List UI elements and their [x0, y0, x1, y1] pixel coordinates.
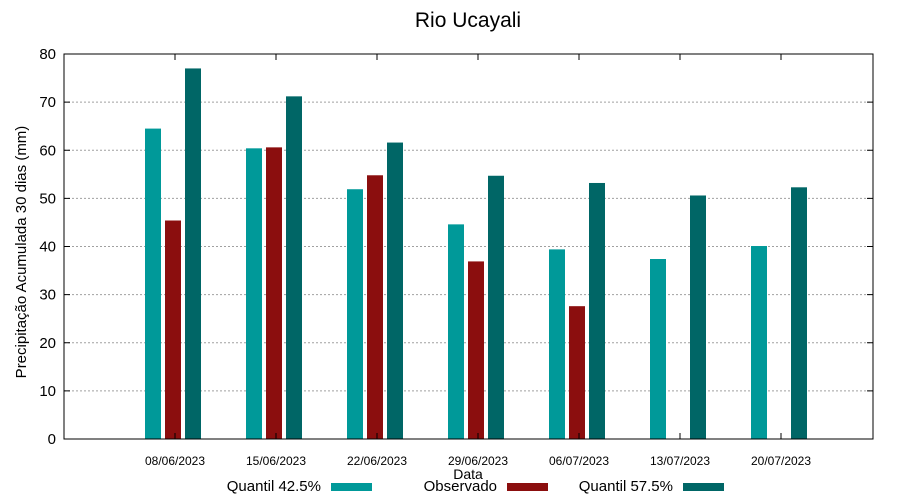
x-tick-label: 29/06/2023 — [448, 454, 508, 468]
x-tick-label: 22/06/2023 — [347, 454, 407, 468]
y-ticks: 0 10 20 30 40 50 60 70 80 — [39, 46, 873, 448]
bar-quantil-42-5--29-06-2023 — [448, 224, 464, 439]
bar-observado-06-07-2023 — [569, 306, 585, 439]
x-tick-label: 08/06/2023 — [145, 454, 205, 468]
bar-observado-08-06-2023 — [165, 220, 181, 439]
legend-label: Quantil 42.5% — [227, 478, 321, 495]
x-tick-label: 15/06/2023 — [246, 454, 306, 468]
chart-title: Rio Ucayali — [415, 9, 521, 32]
bar-quantil-57-5--29-06-2023 — [488, 175, 504, 439]
legend-label: Observado — [424, 478, 497, 495]
bar-quantil-57-5--06-07-2023 — [589, 182, 605, 439]
bar-observado-15-06-2023 — [266, 147, 282, 440]
bar-quantil-42-5--22-06-2023 — [347, 189, 363, 439]
x-tick-label: 13/07/2023 — [650, 454, 710, 468]
legend: Quantil 42.5% Observado Quantil 57.5% — [227, 478, 724, 495]
bar-quantil-57-5--08-06-2023 — [185, 68, 201, 439]
y-tick-label: 60 — [39, 142, 56, 159]
y-tick-label: 10 — [39, 383, 56, 400]
bar-quantil-42-5--06-07-2023 — [549, 249, 565, 439]
y-tick-label: 50 — [39, 190, 56, 207]
y-tick-label: 80 — [39, 46, 56, 63]
bar-quantil-57-5--20-07-2023 — [791, 187, 807, 439]
x-tick-label: 06/07/2023 — [549, 454, 609, 468]
legend-label: Quantil 57.5% — [579, 478, 673, 495]
bar-quantil-42-5--20-07-2023 — [751, 246, 767, 439]
y-tick-label: 30 — [39, 287, 56, 304]
bar-quantil-42-5--08-06-2023 — [145, 128, 161, 439]
bar-observado-22-06-2023 — [367, 175, 383, 439]
bar-quantil-57-5--15-06-2023 — [286, 96, 302, 439]
legend-swatch — [683, 483, 724, 491]
y-tick-label: 70 — [39, 94, 56, 111]
y-axis-label: Precipitação Acumulada 30 dias (mm) — [13, 126, 30, 379]
bar-quantil-42-5--15-06-2023 — [246, 148, 262, 439]
y-tick-label: 40 — [39, 239, 56, 256]
x-tick-label: 20/07/2023 — [751, 454, 811, 468]
bar-quantil-57-5--22-06-2023 — [387, 142, 403, 440]
bar-quantil-42-5--13-07-2023 — [650, 259, 666, 439]
x-axis-label: Data — [453, 466, 483, 482]
legend-swatch — [507, 483, 548, 491]
bar-quantil-57-5--13-07-2023 — [690, 195, 706, 439]
x-ticks: 08/06/2023 15/06/2023 22/06/2023 29/06/2023… — [145, 54, 811, 468]
y-tick-label: 20 — [39, 335, 56, 352]
bar-observado-29-06-2023 — [468, 261, 484, 439]
bars-layer — [145, 68, 807, 440]
legend-swatch — [331, 483, 372, 491]
y-tick-label: 0 — [48, 431, 56, 448]
